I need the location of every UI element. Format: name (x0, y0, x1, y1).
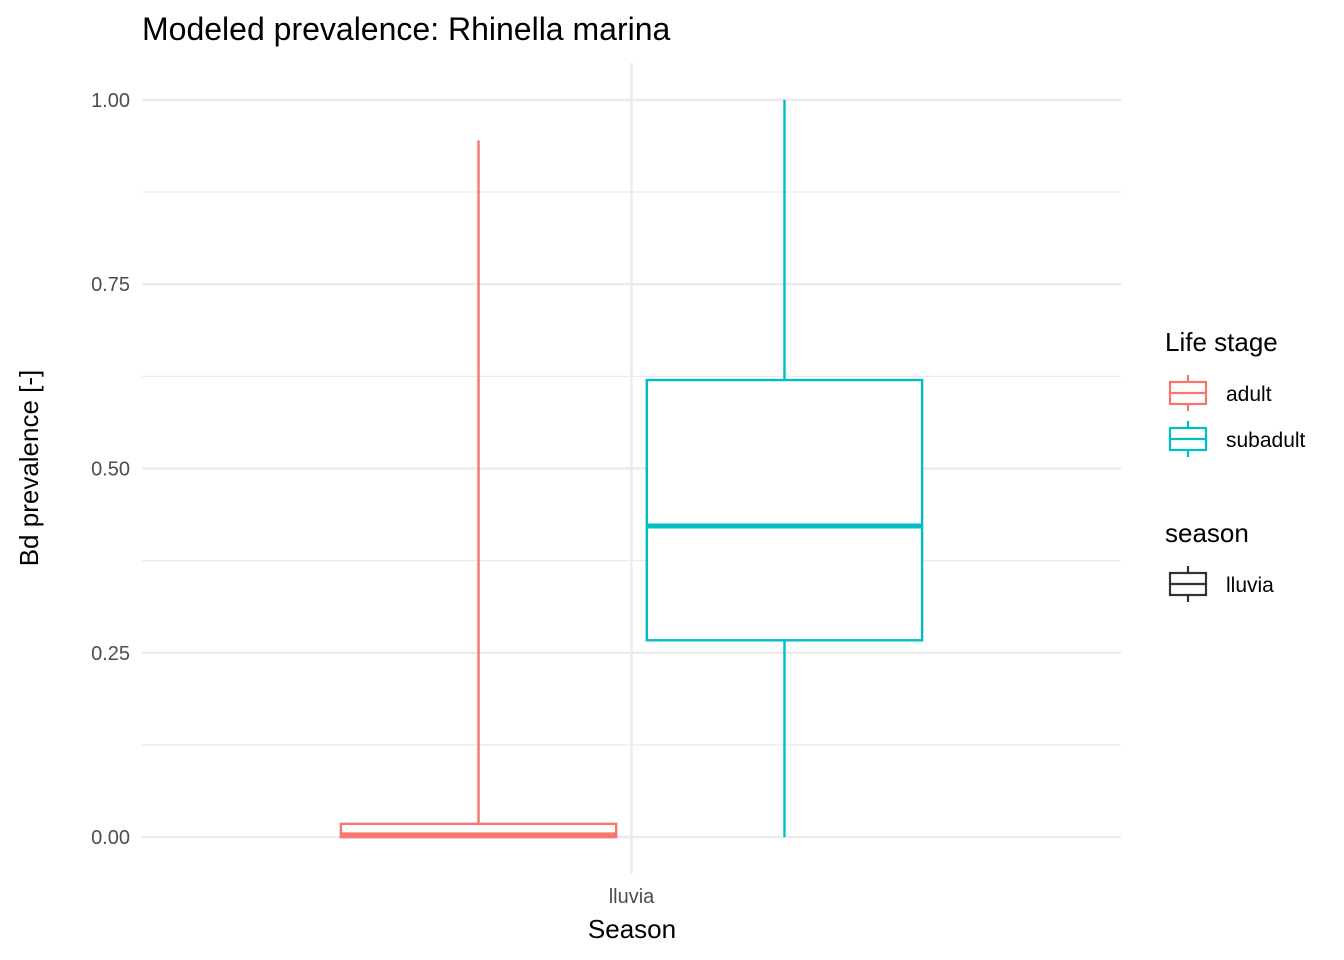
legend-label: subadult (1226, 429, 1306, 452)
y-tick-labels: 0.00 0.25 0.50 0.75 1.00 (91, 90, 130, 849)
legend-group: Life stage adult subadult (1165, 327, 1306, 457)
y-tick-label: 0.00 (91, 827, 130, 849)
box (645, 378, 924, 642)
legend-label: lluvia (1226, 574, 1274, 597)
legend-key (1168, 375, 1208, 411)
y-axis-title: Bd prevalence [-] (14, 370, 44, 567)
x-tick-label: lluvia (609, 886, 655, 908)
boxplot-subadult (645, 99, 924, 838)
chart-title: Modeled prevalence: Rhinella marina (142, 11, 671, 47)
legend-key (1168, 566, 1208, 602)
boxplots (339, 99, 924, 839)
y-tick-label: 0.75 (91, 274, 130, 296)
grid (142, 63, 1121, 874)
y-tick-label: 0.25 (91, 643, 130, 665)
x-tick-labels: lluvia (609, 886, 655, 908)
x-axis-title: Season (588, 914, 676, 944)
boxplot-adult (339, 140, 618, 839)
y-tick-label: 1.00 (91, 90, 130, 112)
legend-label: adult (1226, 383, 1272, 406)
legend-title: season (1165, 518, 1249, 548)
legend: Life stage adult subadult season lluvia (1165, 327, 1306, 602)
legend-group: season lluvia (1165, 518, 1274, 602)
y-tick-label: 0.50 (91, 459, 130, 481)
legend-title: Life stage (1165, 327, 1278, 357)
legend-key (1168, 421, 1208, 457)
